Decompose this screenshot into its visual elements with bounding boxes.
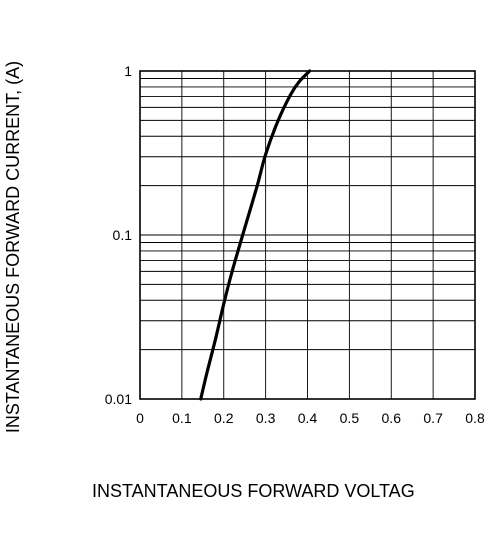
x-tick-labels: 0 0.1 0.2 0.3 0.4 0.5 0.6 0.7 0.8 — [136, 410, 485, 426]
grid — [139, 70, 476, 400]
series-group — [199, 69, 312, 401]
x-tick-label: 0.1 — [172, 410, 192, 426]
x-tick-label: 0.6 — [382, 410, 402, 426]
x-tick-label: 0.7 — [423, 410, 443, 426]
y-axis-label: INSTANTANEOUS FORWARD CURRENT, (A) — [3, 61, 23, 433]
x-tick-label: 0 — [136, 410, 144, 426]
y-tick-label: 0.1 — [113, 227, 133, 243]
series-line — [199, 69, 312, 401]
y-tick-label: 0.01 — [105, 391, 132, 407]
x-tick-label: 0.3 — [256, 410, 276, 426]
x-axis-label: INSTANTANEOUS FORWARD VOLTAG — [92, 481, 415, 501]
y-tick-label: 1 — [124, 63, 132, 79]
x-tick-label: 0.2 — [214, 410, 234, 426]
x-tick-label: 0.4 — [298, 410, 318, 426]
x-tick-label: 0.8 — [465, 410, 485, 426]
y-tick-labels: 0.01 0.1 1 — [105, 63, 132, 407]
x-tick-label: 0.5 — [340, 410, 360, 426]
